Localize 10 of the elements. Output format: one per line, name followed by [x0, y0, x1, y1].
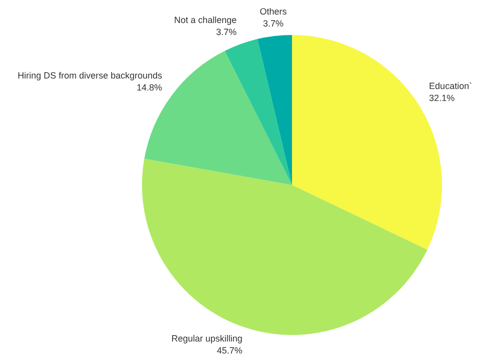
slice-label: Hiring DS from diverse backgrounds	[18, 70, 163, 81]
data-label: 32.1%	[429, 93, 455, 104]
data-label: 3.7%	[216, 27, 237, 38]
slice-label: Education`	[429, 81, 472, 92]
data-label: 3.7%	[262, 18, 284, 29]
slice-label: Others	[260, 6, 288, 17]
data-label: 45.7%	[216, 346, 242, 356]
slice-label: Regular upskilling	[171, 334, 242, 344]
data-label: 14.8%	[136, 82, 162, 93]
slice-label: Not a challenge	[174, 15, 237, 26]
